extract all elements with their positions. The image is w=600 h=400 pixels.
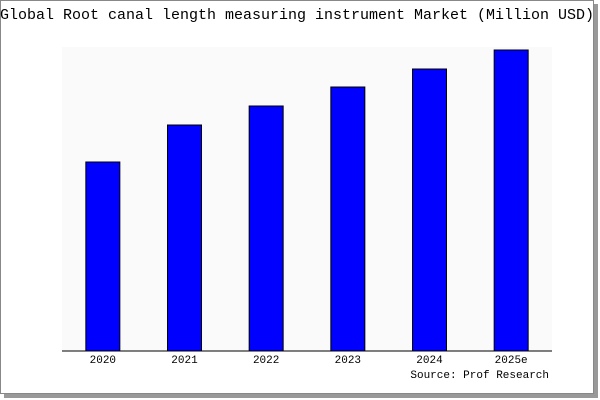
source-note: Source: Prof Research	[410, 370, 549, 382]
x-tick-label: 2024	[416, 355, 443, 367]
bar	[85, 161, 121, 352]
x-tick-label: 2025e	[495, 355, 528, 367]
x-tick-label: 2021	[171, 355, 198, 367]
chart-title: Global Root canal length measuring instr…	[0, 7, 594, 24]
bar	[412, 68, 447, 352]
plot-area	[62, 47, 552, 351]
bar	[167, 124, 202, 352]
x-tick-label: 2020	[90, 355, 116, 367]
x-tick-label: 2023	[335, 355, 361, 367]
bar	[330, 86, 366, 352]
bar	[248, 105, 284, 352]
bar	[493, 49, 529, 352]
x-tick-label: 2022	[253, 355, 279, 367]
